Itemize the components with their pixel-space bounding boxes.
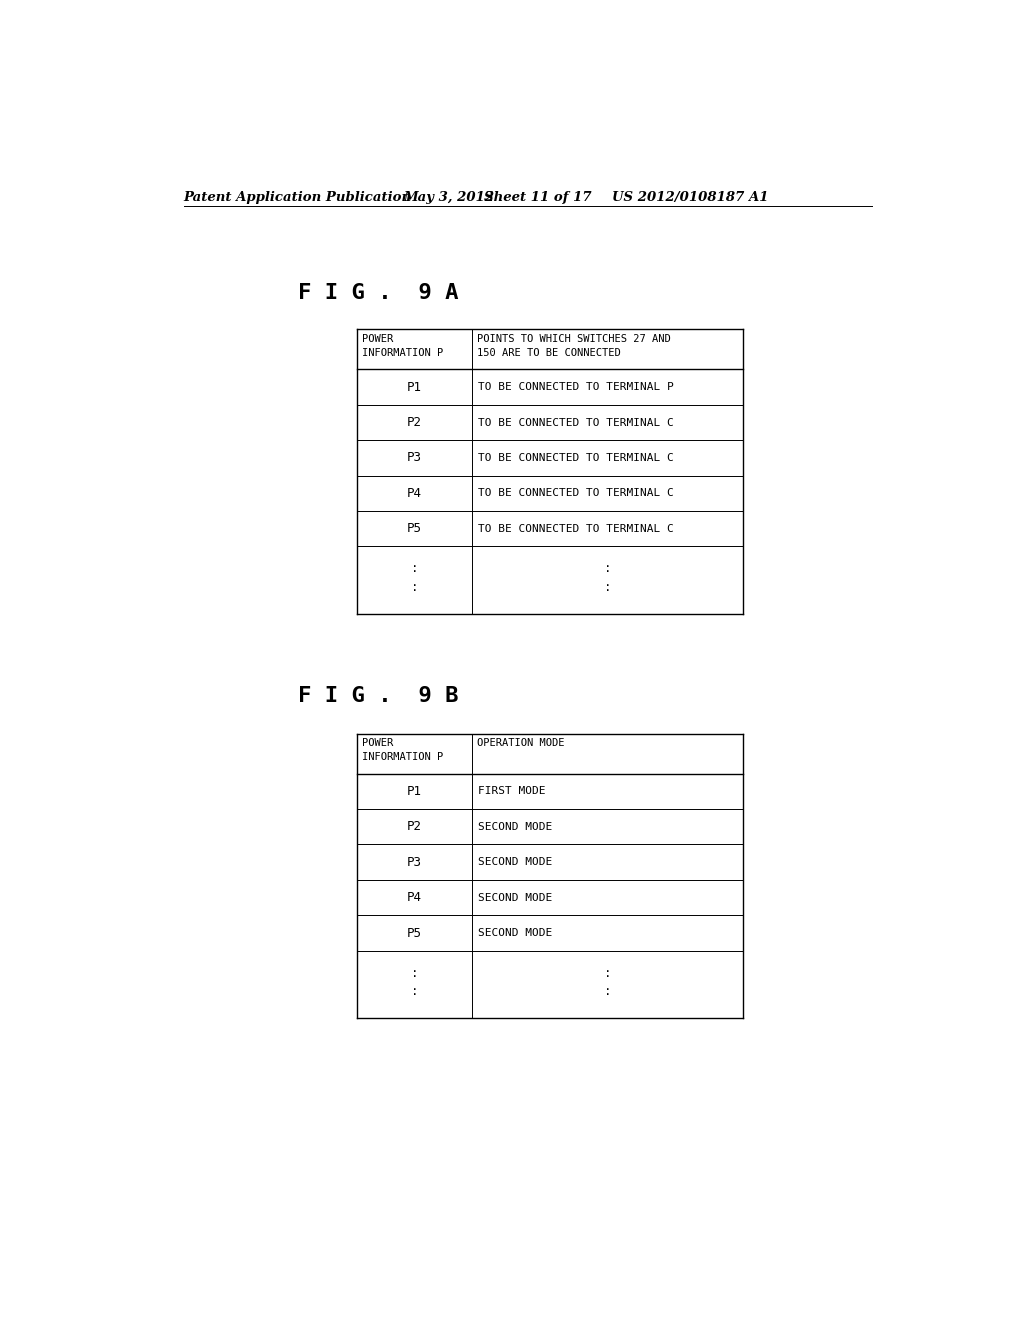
Text: SECOND MODE: SECOND MODE (478, 892, 553, 903)
Text: :: : (604, 985, 611, 998)
Text: SECOND MODE: SECOND MODE (478, 928, 553, 939)
Text: TO BE CONNECTED TO TERMINAL C: TO BE CONNECTED TO TERMINAL C (478, 524, 674, 533)
Text: TO BE CONNECTED TO TERMINAL C: TO BE CONNECTED TO TERMINAL C (478, 488, 674, 499)
Text: F I G .  9 A: F I G . 9 A (299, 284, 459, 304)
Text: :: : (604, 581, 611, 594)
Text: POWER
INFORMATION P: POWER INFORMATION P (362, 738, 443, 762)
Text: SECOND MODE: SECOND MODE (478, 857, 553, 867)
Text: TO BE CONNECTED TO TERMINAL P: TO BE CONNECTED TO TERMINAL P (478, 381, 674, 392)
Text: P4: P4 (408, 891, 422, 904)
Text: P2: P2 (408, 416, 422, 429)
Text: P5: P5 (408, 523, 422, 536)
Text: P5: P5 (408, 927, 422, 940)
Text: May 3, 2012: May 3, 2012 (403, 191, 495, 203)
Text: P2: P2 (408, 820, 422, 833)
Text: FIRST MODE: FIRST MODE (478, 787, 546, 796)
Text: POINTS TO WHICH SWITCHES 27 AND
150 ARE TO BE CONNECTED: POINTS TO WHICH SWITCHES 27 AND 150 ARE … (477, 334, 671, 358)
Text: TO BE CONNECTED TO TERMINAL C: TO BE CONNECTED TO TERMINAL C (478, 453, 674, 463)
Text: TO BE CONNECTED TO TERMINAL C: TO BE CONNECTED TO TERMINAL C (478, 417, 674, 428)
Text: OPERATION MODE: OPERATION MODE (477, 738, 564, 748)
Text: Patent Application Publication: Patent Application Publication (183, 191, 412, 203)
Text: P3: P3 (408, 451, 422, 465)
Text: P1: P1 (408, 380, 422, 393)
Text: :: : (604, 966, 611, 979)
Text: POWER
INFORMATION P: POWER INFORMATION P (362, 334, 443, 358)
Text: :: : (411, 966, 419, 979)
Text: Sheet 11 of 17: Sheet 11 of 17 (484, 191, 592, 203)
Text: US 2012/0108187 A1: US 2012/0108187 A1 (612, 191, 769, 203)
Text: P4: P4 (408, 487, 422, 500)
Text: :: : (411, 581, 419, 594)
Text: SECOND MODE: SECOND MODE (478, 822, 553, 832)
Text: P3: P3 (408, 855, 422, 869)
Text: P1: P1 (408, 785, 422, 797)
Text: F I G .  9 B: F I G . 9 B (299, 686, 459, 706)
Text: :: : (604, 562, 611, 576)
Text: :: : (411, 562, 419, 576)
Text: :: : (411, 985, 419, 998)
